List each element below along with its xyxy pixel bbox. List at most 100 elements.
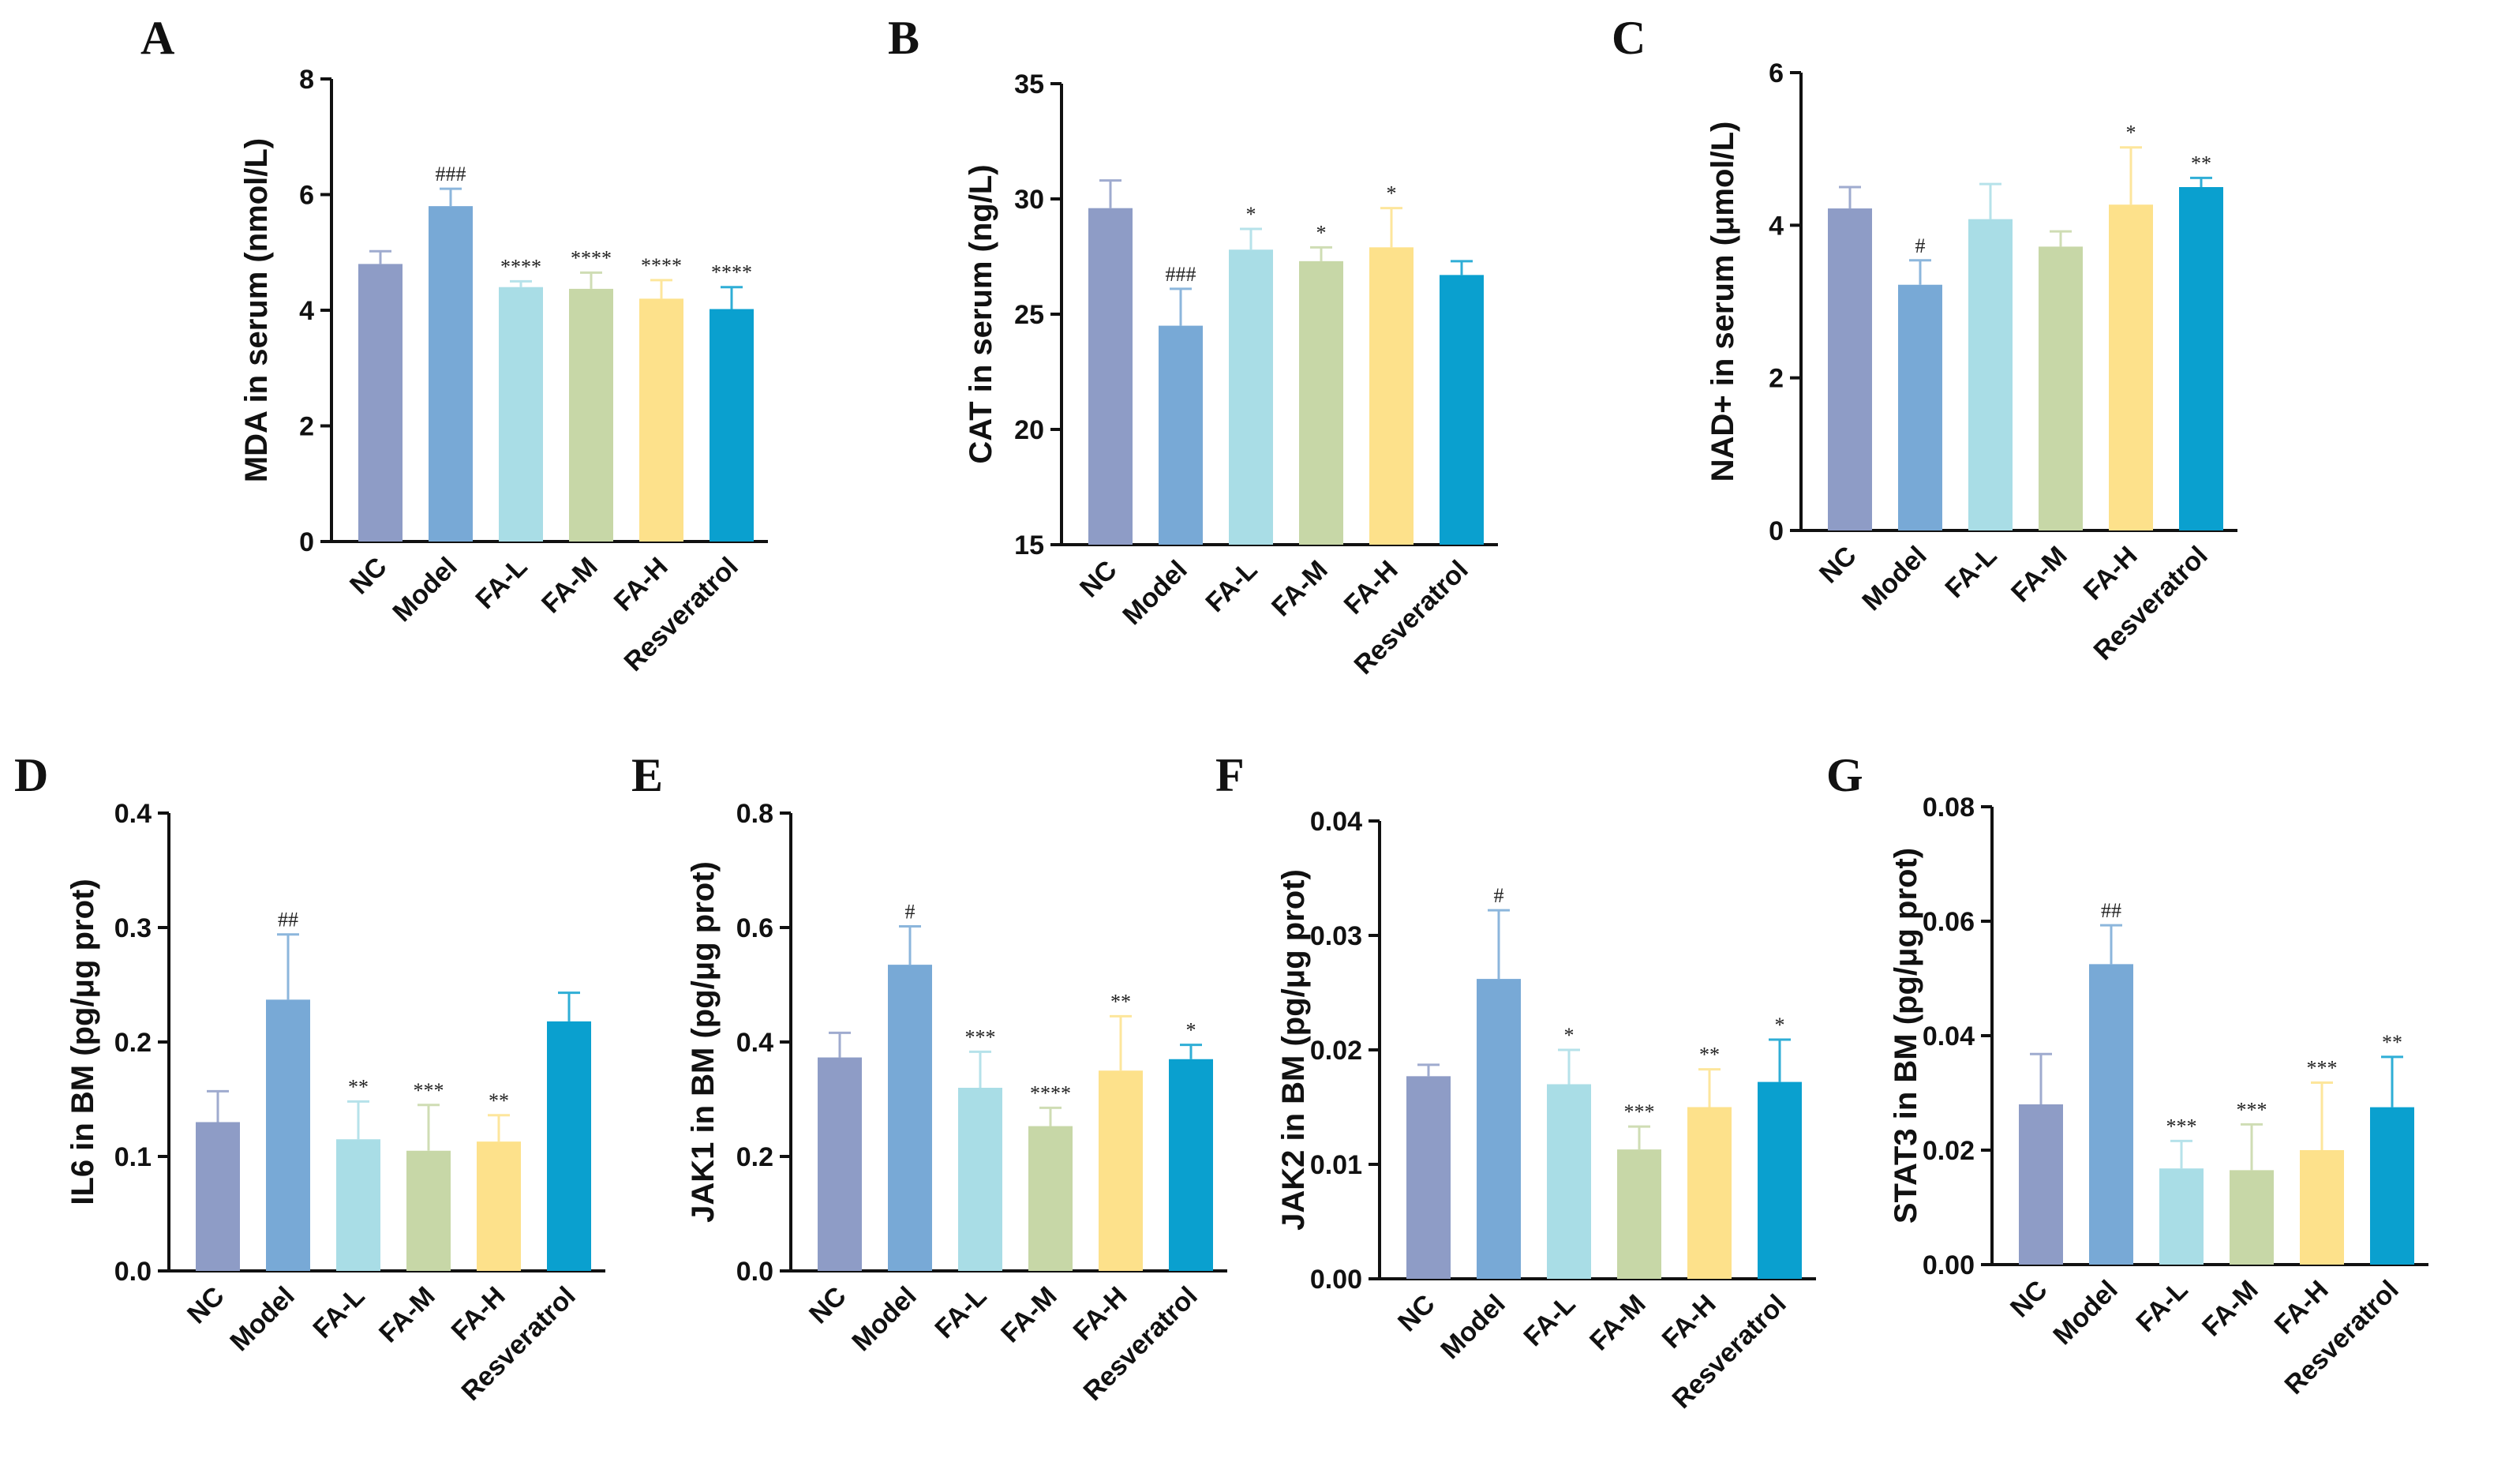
y-tick-label: 0.0 — [736, 1257, 773, 1287]
bar-fa-h — [477, 1141, 521, 1271]
y-axis-label: IL6 in BM (pg/μg prot) — [66, 879, 100, 1205]
panel-f: F JAK2 in BM (pg/μg prot) 0.00 0.01 0.02 0.03… — [1215, 749, 1816, 1415]
bar-nc — [196, 1122, 240, 1271]
bar-fa-h — [639, 298, 683, 542]
category-label: FA-L — [1939, 541, 2002, 604]
significance-mark: ## — [2101, 899, 2121, 922]
category-label: FA-M — [2196, 1275, 2264, 1343]
significance-mark: ## — [278, 909, 298, 931]
category-label: FA-M — [1266, 555, 1334, 623]
y-tick-label: 0.4 — [114, 799, 152, 829]
panel-letter: G — [1826, 749, 1863, 801]
y-tick-label: 0.04 — [1310, 807, 1362, 837]
significance-mark: ** — [489, 1089, 509, 1112]
bar-model — [888, 965, 932, 1271]
panel-b: B CAT in serum (ng/L) 15 20 25 30 35 NC ### Model… — [888, 12, 1498, 680]
significance-mark: ### — [436, 163, 466, 186]
bar-resveratrol — [2370, 1107, 2414, 1265]
bar-fa-h — [1687, 1107, 1732, 1279]
panel-letter: F — [1215, 749, 1245, 801]
category-label: FA-L — [470, 552, 533, 615]
category-label: Model — [2047, 1275, 2123, 1351]
bar-fa-h — [1099, 1070, 1143, 1271]
bar-fa-m — [569, 288, 613, 542]
category-label: NC — [1392, 1289, 1441, 1338]
panel-letter: A — [140, 12, 174, 64]
y-tick-label: 0 — [299, 527, 314, 557]
category-label: FA-H — [608, 552, 674, 617]
significance-mark: **** — [571, 246, 612, 269]
bar-nc — [1828, 208, 1872, 530]
y-tick-label: 0.06 — [1923, 907, 1975, 937]
category-label: Model — [387, 552, 462, 628]
category-label: FA-L — [929, 1281, 992, 1344]
y-tick-label: 4 — [1769, 211, 1784, 241]
bar-model — [266, 999, 310, 1271]
y-tick-label: 0.8 — [736, 799, 773, 829]
category-label: FA-L — [2130, 1275, 2193, 1338]
y-tick-label: 2 — [299, 412, 314, 442]
y-axis-label: JAK1 in BM (pg/μg prot) — [686, 861, 721, 1223]
panel-e: E JAK1 in BM (pg/μg prot) 0.0 0.2 0.4 0.6 0.8 N… — [631, 749, 1227, 1407]
bar-fa-l — [958, 1088, 1002, 1271]
significance-mark: ** — [348, 1075, 369, 1098]
y-tick-label: 15 — [1014, 530, 1044, 560]
significance-mark: *** — [2307, 1056, 2338, 1079]
category-label: FA-H — [2269, 1275, 2335, 1340]
significance-mark: * — [1186, 1019, 1196, 1042]
significance-mark: **** — [711, 261, 752, 284]
y-tick-label: 0.2 — [736, 1142, 773, 1172]
category-label: FA-H — [1657, 1289, 1722, 1355]
panel-a: A MDA in serum (nmol/L) 0 2 4 6 8 NC ### Model ***… — [140, 12, 768, 677]
category-label: NC — [803, 1281, 852, 1330]
bar-nc — [818, 1057, 862, 1271]
bar-resveratrol — [1169, 1059, 1213, 1271]
bar-fa-h — [2300, 1150, 2344, 1265]
category-label: Model — [1117, 555, 1193, 631]
bar-resveratrol — [2179, 187, 2223, 530]
bar-fa-m — [2230, 1170, 2274, 1265]
y-tick-label: 4 — [299, 296, 314, 326]
y-tick-label: 0.4 — [736, 1028, 773, 1058]
y-axis-label: NAD+ in serum (μmol/L) — [1706, 122, 1740, 482]
y-tick-label: 0.3 — [114, 913, 152, 943]
category-label: Model — [846, 1281, 922, 1357]
category-label: NC — [1074, 555, 1123, 604]
category-label: FA-H — [1068, 1281, 1133, 1347]
significance-mark: ** — [2191, 152, 2211, 174]
category-label: FA-H — [446, 1281, 511, 1347]
category-label: NC — [2005, 1275, 2054, 1324]
bar-resveratrol — [1440, 275, 1484, 545]
bar-fa-h — [1369, 247, 1414, 545]
bar-resveratrol — [1758, 1081, 1802, 1279]
category-label: FA-H — [1339, 555, 1404, 620]
bar-model — [2089, 964, 2133, 1265]
category-label: FA-L — [307, 1281, 370, 1344]
significance-mark: # — [1494, 884, 1504, 907]
bar-model — [429, 206, 473, 542]
category-label: FA-L — [1200, 555, 1263, 618]
bar-model — [1898, 284, 1942, 530]
y-tick-label: 0.00 — [1310, 1265, 1362, 1295]
bar-fa-l — [1547, 1084, 1591, 1279]
panel-letter: C — [1612, 12, 1646, 64]
category-label: FA-M — [2005, 541, 2073, 609]
panel-letter: B — [888, 12, 919, 64]
significance-mark: *** — [2237, 1098, 2267, 1121]
bar-fa-m — [1617, 1149, 1661, 1279]
category-label: NC — [1814, 541, 1863, 590]
significance-mark: * — [1316, 221, 1327, 244]
significance-mark: **** — [500, 255, 541, 278]
significance-mark: *** — [2166, 1115, 2197, 1138]
y-tick-label: 0.1 — [114, 1142, 152, 1172]
y-tick-label: 6 — [299, 181, 314, 211]
bar-fa-h — [2109, 204, 2153, 530]
category-label: FA-L — [1518, 1289, 1581, 1352]
bar-fa-l — [336, 1139, 380, 1271]
y-tick-label: 6 — [1769, 58, 1784, 88]
significance-mark: * — [1564, 1024, 1575, 1047]
bar-fa-l — [499, 287, 543, 542]
significance-mark: *** — [965, 1025, 996, 1048]
bar-model — [1477, 979, 1521, 1279]
